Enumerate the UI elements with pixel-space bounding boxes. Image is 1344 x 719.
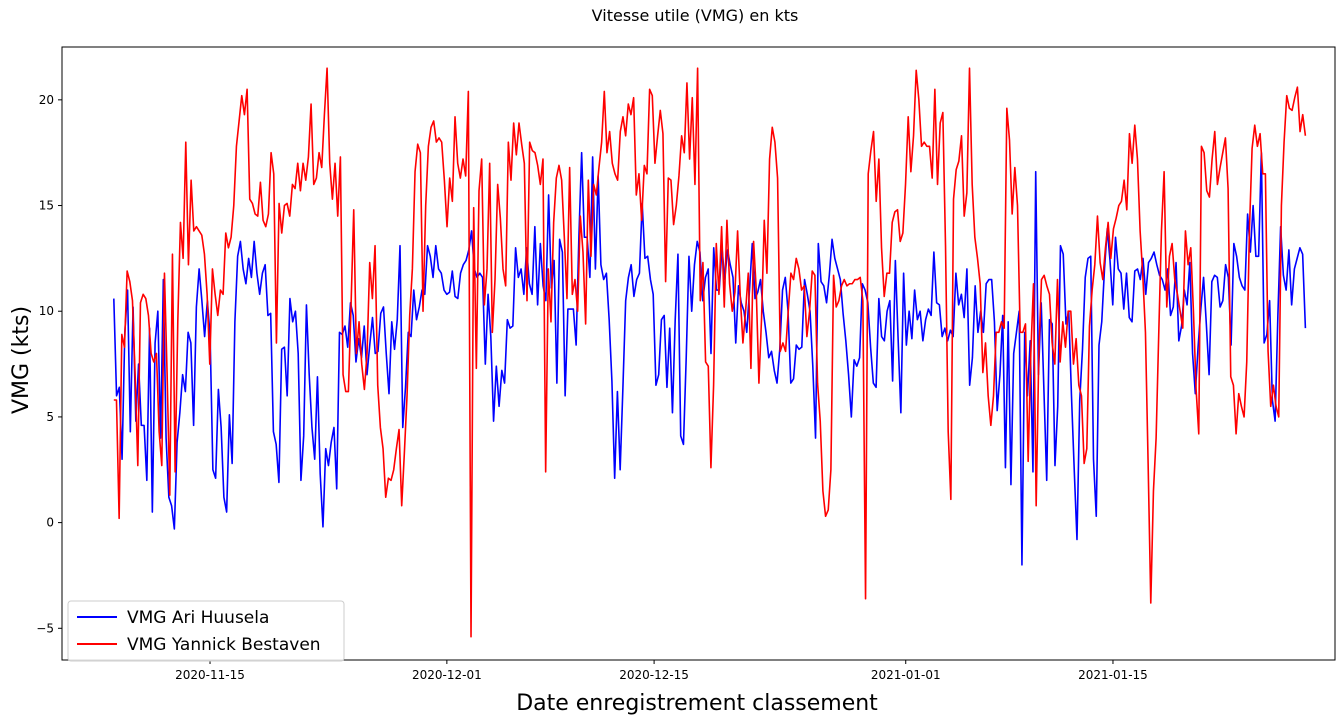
chart-title: Vitesse utile (VMG) en kts [592, 6, 799, 25]
series-lines [113, 67, 1307, 638]
y-tick-label: 0 [46, 516, 54, 530]
x-axis-ticks: 2020-11-15 2020-12-01 2020-12-15 2021-01-01… [175, 660, 1148, 682]
x-axis-label: Date enregistrement classement [516, 691, 878, 716]
y-tick-label: −5 [36, 621, 54, 635]
legend: VMG Ari Huusela VMG Yannick Bestaven [67, 600, 345, 662]
series-line-0 [113, 151, 1307, 566]
y-axis-ticks: −5 0 5 10 15 20 [36, 93, 62, 635]
y-axis-label: VMG (kts) [9, 306, 34, 414]
y-tick-label: 20 [39, 93, 54, 107]
legend-box [67, 600, 345, 662]
legend-label-ari-huusela: VMG Ari Huusela [127, 608, 269, 628]
y-tick-label: 5 [46, 410, 54, 424]
series-line-1 [113, 67, 1307, 638]
x-tick-label: 2020-12-01 [412, 668, 482, 682]
y-tick-label: 15 [39, 199, 54, 213]
legend-label-yannick-bestaven: VMG Yannick Bestaven [127, 635, 321, 655]
plot-frame [61, 46, 1336, 661]
x-tick-label: 2020-11-15 [175, 668, 245, 682]
x-tick-label: 2020-12-15 [619, 668, 689, 682]
y-tick-label: 10 [39, 304, 54, 318]
x-tick-label: 2021-01-01 [871, 668, 941, 682]
x-tick-label: 2021-01-15 [1078, 668, 1148, 682]
